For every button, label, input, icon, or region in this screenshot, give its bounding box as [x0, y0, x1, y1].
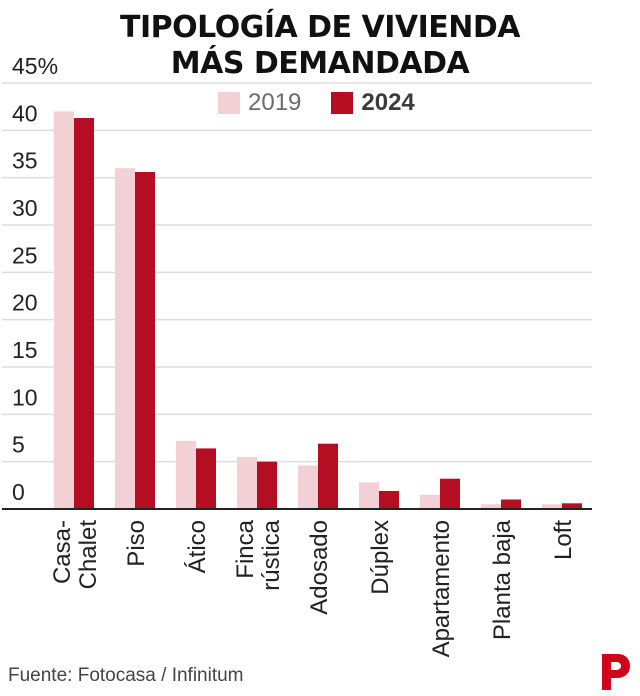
y-tick-label: 45% [12, 53, 58, 79]
bar [115, 168, 135, 509]
bar [54, 111, 74, 510]
logo-letter-p [602, 654, 630, 690]
y-tick-label: 20 [12, 290, 38, 316]
bar [562, 503, 582, 509]
bar [542, 504, 562, 509]
x-category-label: Piso [123, 520, 150, 567]
bar [196, 448, 216, 509]
x-category-label: Ático [184, 520, 211, 573]
bar [257, 461, 277, 509]
source-note: Fuente: Fotocasa / Infinitum [8, 665, 244, 686]
bar [135, 171, 155, 509]
bar [176, 440, 196, 509]
bar [359, 482, 379, 509]
x-category-label: Adosado [306, 520, 333, 615]
x-category-label: Fincarústica [232, 519, 285, 590]
y-tick-label: 30 [12, 195, 38, 221]
y-tick-label: 35 [12, 148, 38, 174]
legend: 2019 2024 [218, 89, 445, 117]
x-category-label: Dúplex [367, 520, 394, 595]
bar [501, 499, 521, 509]
y-tick-label: 10 [12, 384, 38, 410]
chart-title-line-2: MÁS DEMANDADA [170, 46, 470, 81]
bar [298, 465, 318, 509]
legend-label-2019: 2019 [248, 89, 302, 116]
x-category-label: Apartamento [428, 520, 455, 657]
x-category-label: Casa-Chalet [49, 520, 102, 590]
chart-title: TIPOLOGÍA DE VIVIENDA MÁS DEMANDADA [0, 10, 640, 82]
legend-item-2024: 2024 [331, 89, 415, 117]
legend-swatch-2019 [218, 92, 240, 114]
bar [318, 443, 338, 509]
bar [379, 491, 399, 509]
legend-label-2024: 2024 [361, 89, 415, 116]
y-tick-label: 15 [12, 337, 38, 363]
x-category-label: Loft [550, 520, 577, 560]
publisher-logo [602, 654, 630, 690]
y-tick-label: 0 [12, 479, 25, 505]
bar [237, 456, 257, 509]
chart-title-line-1: TIPOLOGÍA DE VIVIENDA [120, 10, 520, 45]
x-category-label: Planta baja [489, 519, 516, 640]
legend-item-2019: 2019 [218, 89, 301, 117]
bar [440, 478, 460, 509]
y-tick-label: 25 [12, 242, 38, 268]
bar [420, 494, 440, 509]
bar [74, 118, 94, 509]
y-tick-label: 40 [12, 100, 38, 126]
y-tick-label: 5 [12, 432, 25, 458]
legend-swatch-2024 [331, 92, 354, 114]
bar [481, 504, 501, 509]
